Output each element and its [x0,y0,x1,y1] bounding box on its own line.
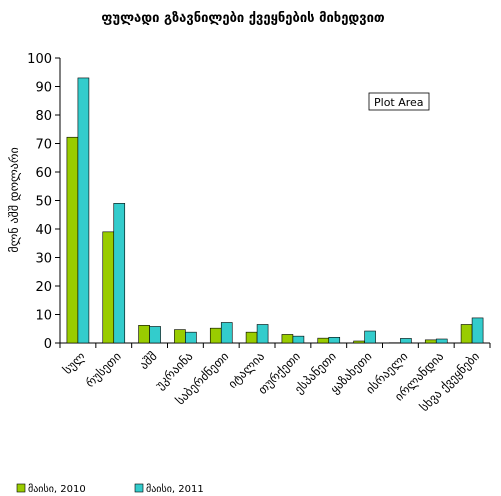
bar-2-8[interactable] [328,336,341,344]
bar-1-3[interactable] [138,325,150,344]
legend: მაისი, 2010 მაისი, 2011 [16,483,204,495]
bar-2-6[interactable] [256,324,269,344]
y-axis-label: მლნ აშშ დოლარი [7,147,21,252]
x-tick-label: აშშ [137,349,160,372]
bar-2-10[interactable] [400,338,412,344]
y-tick-label: 80 [35,109,52,124]
bar-1-6[interactable] [245,331,258,344]
plot-area-tooltip: Plot Area [368,92,430,111]
bars[interactable] [66,77,484,344]
bar-2-9[interactable] [364,330,376,344]
x-tick-label: რუსეთი [83,349,124,390]
bar-2-12[interactable] [471,317,484,344]
legend-swatch-2 [134,483,144,493]
bar-2-7[interactable] [292,335,305,344]
y-tick-label: 40 [35,223,52,238]
y-tick-label: 0 [44,337,52,352]
bar-1-7[interactable] [281,334,294,344]
axes [55,57,491,348]
bar-2-1[interactable] [77,77,90,344]
y-tick-label: 100 [27,52,52,67]
chart-title: ფულადი გზავნილები ქვეყნების მიხედვით [101,11,385,26]
tooltip-box [368,92,430,111]
bar-2-11[interactable] [435,338,448,344]
y-tick-label: 10 [35,309,52,324]
y-tick-label: 50 [35,195,52,210]
y-tick-labels: 0 10 20 30 40 50 60 70 80 90 100 [27,52,52,352]
y-tick-label: 20 [35,280,52,295]
y-tick-label: 90 [35,81,52,96]
legend-label-1: მაისი, 2010 [28,483,86,495]
legend-label-2: მაისი, 2011 [146,483,204,495]
bar-2-5[interactable] [220,322,233,344]
bar-1-8[interactable] [317,337,330,344]
tooltip-text: Plot Area [374,96,424,109]
y-tick-label: 30 [35,252,52,267]
legend-swatch-1 [16,483,26,493]
bar-2-4[interactable] [185,331,197,344]
y-tick-label: 60 [35,166,52,181]
bar-2-2[interactable] [113,203,126,344]
y-tick-label: 70 [35,138,52,153]
bar-2-3[interactable] [149,326,161,344]
bar-1-4[interactable] [174,329,186,344]
bar-1-5[interactable] [209,327,222,344]
bar-1-11[interactable] [424,339,437,344]
bar-1-1[interactable] [66,136,79,344]
bar-1-9[interactable] [353,340,365,344]
bar-1-12[interactable] [460,324,473,344]
x-tick-label: სულ [60,349,88,377]
bar-1-2[interactable] [102,231,115,344]
